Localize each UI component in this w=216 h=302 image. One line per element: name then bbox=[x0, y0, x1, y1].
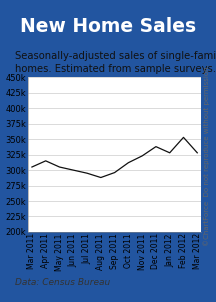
Text: ©ChartForce  Do not reproduce without permission.: ©ChartForce Do not reproduce without per… bbox=[203, 64, 210, 246]
Text: Data: Census Bureau: Data: Census Bureau bbox=[15, 278, 110, 287]
Text: New Home Sales: New Home Sales bbox=[20, 17, 196, 36]
Text: Seasonally-adjusted sales of single-family
homes. Estimated from sample surveys.: Seasonally-adjusted sales of single-fami… bbox=[15, 51, 216, 74]
